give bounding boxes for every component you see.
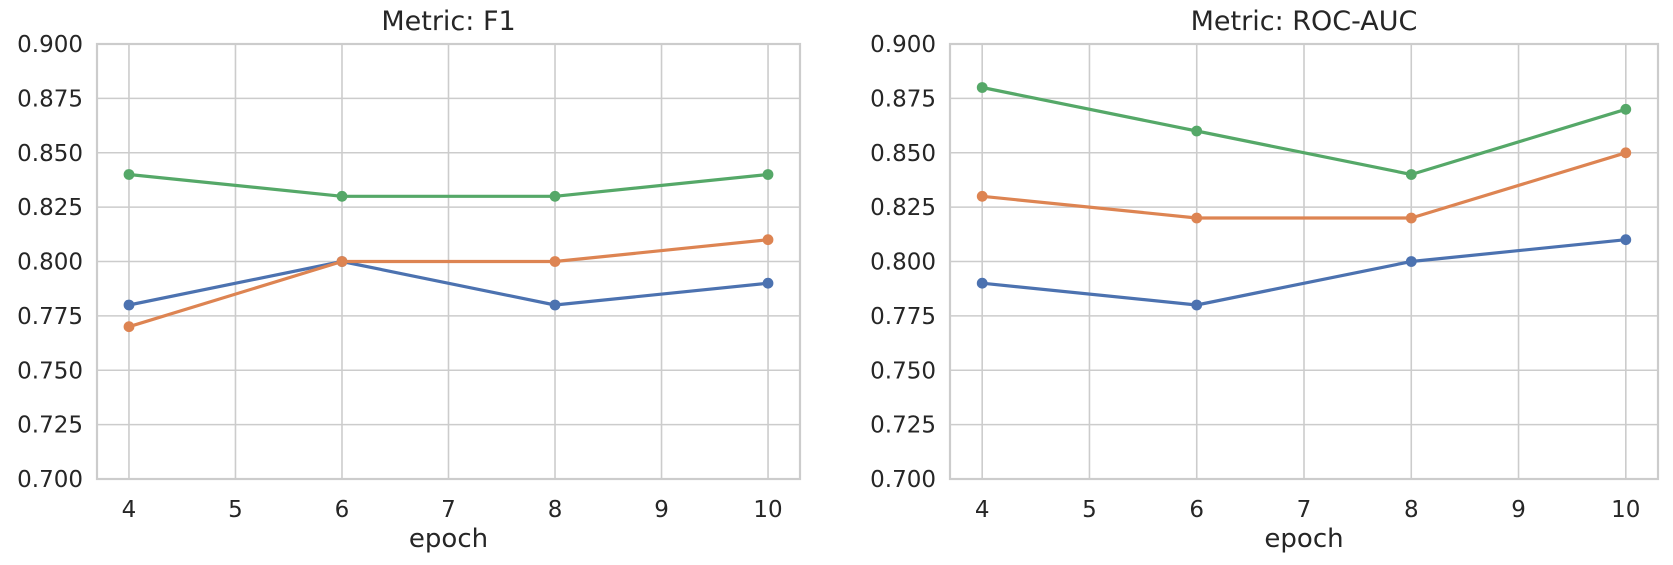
y-tick-label: 0.775 [870,304,936,330]
y-tick-label: 0.725 [17,413,83,439]
x-tick-label: 7 [441,497,456,523]
green-series-point [336,190,348,202]
green-series-point [1620,103,1632,115]
green-series-point [123,169,135,180]
y-tick-label: 0.800 [870,250,936,276]
orange-series-point [1191,212,1203,224]
x-tick-label: 10 [753,497,782,523]
orange-series-line [980,151,1628,220]
x-axis-label: epoch [1264,524,1343,554]
x-tick-label: 9 [654,497,669,523]
green-series-point [549,190,561,202]
y-tick-label: 0.825 [17,195,83,221]
blue-series-line [127,259,770,307]
y-tick-label: 0.725 [870,413,936,439]
chart-title-f1: Metric: F1 [381,6,516,37]
x-tick-label: 6 [335,497,350,523]
blue-series-point [976,277,988,289]
orange-series-line [127,238,770,329]
orange-series-point [1405,212,1417,224]
y-tick-label: 0.800 [17,250,83,276]
green-series-line [980,85,1628,177]
y-tick-label: 0.875 [870,86,936,112]
chart-f1: Metric: F1 0.700 0.725 0.750 0.775 0.800 0.82… [0,0,836,565]
green-series-point [1405,169,1417,180]
chart-title-roc-auc: Metric: ROC-AUC [1190,6,1418,37]
y-tick-label: 0.900 [17,32,83,58]
y-tick-label: 0.850 [17,141,83,167]
x-tick-label: 8 [548,497,563,523]
x-tick-label: 6 [1189,497,1204,523]
plot-border [95,42,802,481]
y-tick-label: 0.775 [17,304,83,330]
y-tick-label: 0.700 [870,467,936,493]
x-tick-label: 9 [1511,497,1526,523]
y-tick-label: 0.750 [870,358,936,384]
blue-series-point [1620,234,1632,246]
blue-series-line [980,238,1628,307]
y-tick-label: 0.900 [870,32,936,58]
orange-series-point [762,234,774,246]
blue-series-point [549,299,561,311]
y-tick-label: 0.750 [17,358,83,384]
orange-series-point [976,190,988,202]
green-series-point [762,169,774,180]
green-series-line [127,172,770,198]
blue-series-point [762,277,774,289]
blue-series-point [1405,256,1417,267]
y-tick-label: 0.850 [870,141,936,167]
green-series-point [976,82,988,93]
x-tick-label: 5 [1082,497,1097,523]
y-tick-label: 0.875 [17,86,83,112]
chart-f1-plot: 0.700 0.725 0.750 0.775 0.800 0.825 0.850 0.875… [17,32,802,554]
y-tick-label: 0.700 [17,467,83,493]
orange-series-point [549,256,561,267]
x-tick-label: 4 [122,497,137,523]
green-series-point [1191,125,1203,137]
chart-roc-auc-plot: 0.700 0.725 0.750 0.775 0.800 0.825 0.850 0.875… [870,32,1660,554]
x-tick-label: 4 [975,497,990,523]
x-tick-label: 7 [1297,497,1312,523]
plot-border [948,42,1660,481]
blue-series-point [1191,299,1203,311]
y-tick-label: 0.825 [870,195,936,221]
x-tick-label: 10 [1611,497,1640,523]
orange-series-point [1620,147,1632,159]
x-axis-label: epoch [409,524,488,554]
x-tick-label: 5 [228,497,243,523]
chart-roc-auc: Metric: ROC-AUC 0.700 0.725 0.750 0.775 0.80… [836,0,1673,565]
blue-series-point [123,299,135,311]
x-tick-label: 8 [1404,497,1419,523]
orange-series-point [123,321,135,333]
orange-series-point [336,256,348,267]
